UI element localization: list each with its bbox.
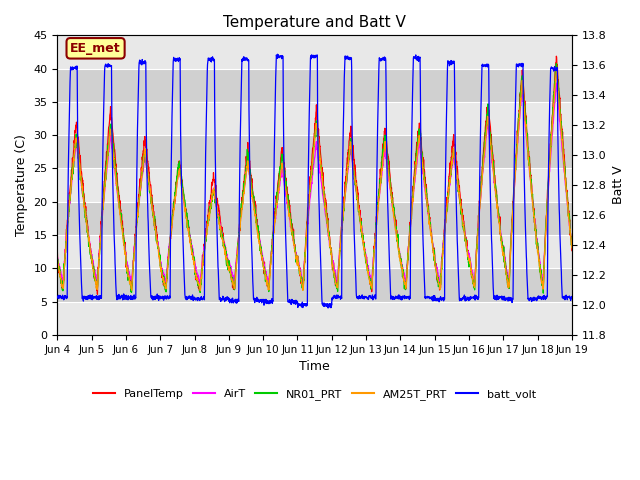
Bar — [58, 235, 572, 268]
Bar — [58, 69, 572, 102]
Bar — [58, 2, 572, 36]
Y-axis label: Batt V: Batt V — [612, 166, 625, 204]
Bar — [58, 268, 572, 301]
Bar — [58, 202, 572, 235]
Bar — [58, 168, 572, 202]
Text: EE_met: EE_met — [70, 42, 121, 55]
Bar — [58, 135, 572, 168]
Y-axis label: Temperature (C): Temperature (C) — [15, 134, 28, 236]
Bar — [58, 102, 572, 135]
Legend: PanelTemp, AirT, NR01_PRT, AM25T_PRT, batt_volt: PanelTemp, AirT, NR01_PRT, AM25T_PRT, ba… — [89, 384, 540, 404]
Bar — [58, 36, 572, 69]
X-axis label: Time: Time — [300, 360, 330, 373]
Title: Temperature and Batt V: Temperature and Batt V — [223, 15, 406, 30]
Bar — [58, 301, 572, 335]
